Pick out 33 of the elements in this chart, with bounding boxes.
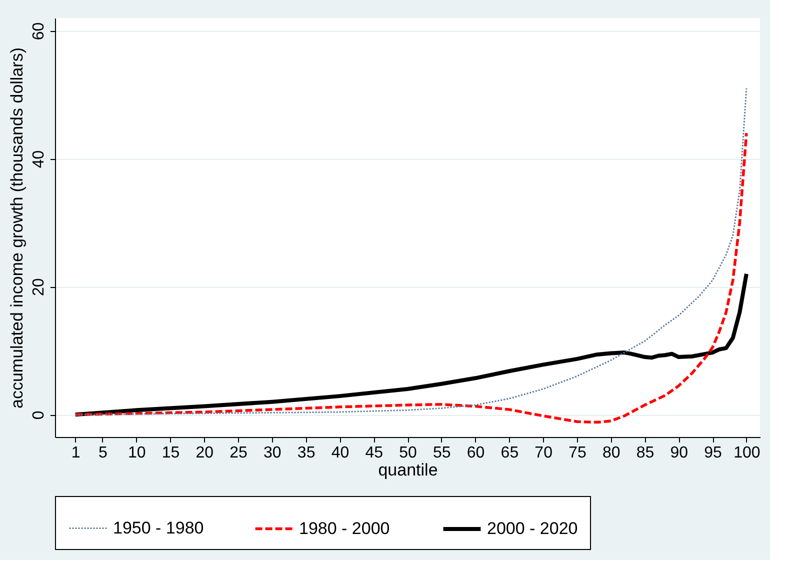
x-tick-label: 5 — [98, 444, 108, 462]
x-tick-label: 50 — [399, 444, 417, 462]
x-tick-label: 20 — [196, 444, 214, 462]
x-tick-label: 95 — [704, 444, 722, 462]
x-tick-label: 100 — [734, 444, 760, 462]
x-tick-label: 90 — [670, 444, 688, 462]
x-axis-title: quantile — [378, 460, 438, 480]
line-series — [74, 88, 748, 416]
x-tick-label: 85 — [636, 444, 654, 462]
x-tick-label: 75 — [568, 444, 586, 462]
x-tick-label: 40 — [331, 444, 350, 462]
y-tick-label: 20 — [30, 278, 48, 296]
x-tick-label: 60 — [466, 444, 485, 462]
y-tick-label: 40 — [30, 150, 48, 168]
legend-label: 1980 - 2000 — [299, 518, 390, 538]
line-series — [73, 272, 748, 417]
x-tick-label: 35 — [297, 444, 316, 462]
y-tick-label: 0 — [30, 410, 48, 420]
x-tick-label: 45 — [365, 444, 384, 462]
line-series — [74, 132, 748, 424]
legend-label: 1950 - 1980 — [113, 518, 204, 538]
x-tick-label: 55 — [432, 444, 451, 462]
x-tick-label: 15 — [162, 444, 180, 462]
x-tick-label: 80 — [602, 444, 620, 462]
x-tick-label: 30 — [264, 444, 282, 462]
x-tick-label: 10 — [128, 444, 146, 462]
y-axis-title: accumulated income growth (thousands dollars) — [8, 48, 26, 408]
x-tick-label: 1 — [71, 444, 80, 462]
x-tick-label: 70 — [534, 444, 553, 462]
y-tick-label: 60 — [30, 22, 48, 40]
x-tick-label: 65 — [500, 444, 519, 462]
legend-label: 2000 - 2020 — [487, 519, 578, 538]
x-tick-label: 25 — [230, 444, 248, 462]
